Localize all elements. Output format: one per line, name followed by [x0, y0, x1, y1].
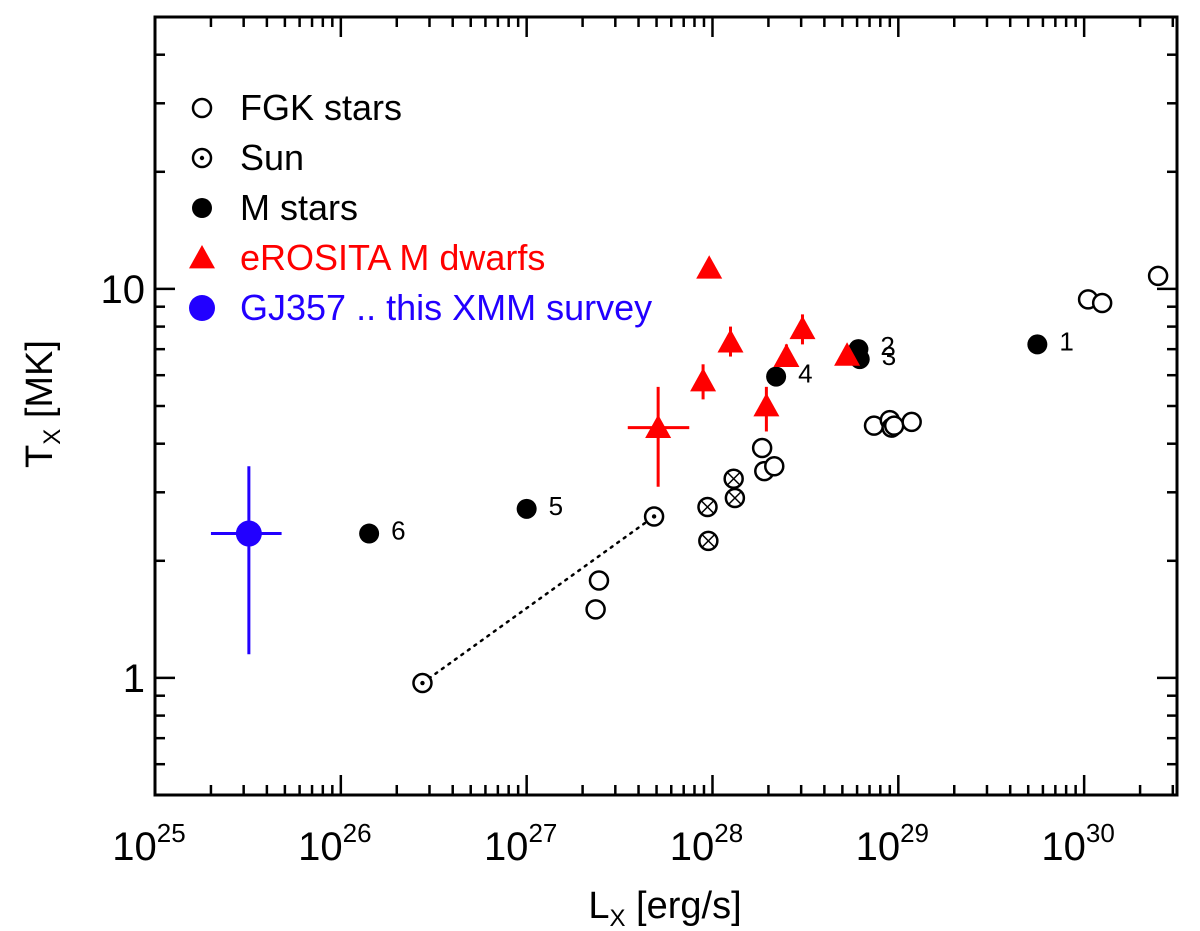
data-point: [696, 255, 723, 279]
point-label: 5: [549, 491, 563, 521]
marker-dot: [651, 514, 657, 519]
data-point: [585, 599, 606, 620]
marker-cross: [727, 472, 741, 486]
series-erosita-m-dwarfs: [627, 255, 861, 487]
sun-connector-line: [421, 515, 656, 685]
data-point: [766, 366, 787, 387]
data-point: [834, 342, 861, 366]
data-point: [588, 570, 610, 591]
legend-label: GJ357 .. this XMM survey: [240, 287, 652, 328]
marker-cross: [728, 491, 742, 505]
data-point: [643, 506, 665, 527]
series-gj357-this-xmm-survey: [210, 466, 282, 655]
x-tick-label: 1027: [484, 818, 557, 869]
point-label: 3: [882, 341, 896, 371]
data-point: [883, 415, 905, 436]
x-tick-label: 1030: [1041, 818, 1114, 869]
data-point: [753, 393, 780, 417]
data-point: [764, 456, 785, 477]
data-point: [645, 414, 672, 438]
legend-marker: [192, 198, 212, 218]
marker-dot: [420, 680, 425, 686]
data-layer: 6 5 4 32 1: [210, 255, 1169, 694]
data-point: [724, 487, 746, 509]
y-axis-label: TX [MK]: [19, 340, 66, 468]
legend-item: M stars: [192, 187, 358, 228]
legend: FGK stars Sun M stars eROSITA M dwarfs GJ357…: [189, 87, 652, 328]
legend-marker: [189, 245, 215, 269]
data-point: [751, 437, 773, 459]
legend-label: eROSITA M dwarfs: [240, 237, 545, 278]
legend-label: M stars: [240, 187, 358, 228]
point-label: 2: [880, 331, 894, 361]
x-tick-label: 1028: [670, 818, 743, 869]
data-point: [773, 343, 800, 367]
legend-marker: [191, 147, 213, 169]
plot-frame: [153, 15, 1179, 797]
point-label: 6: [391, 516, 405, 546]
data-point: [717, 329, 744, 353]
data-point: [789, 315, 816, 340]
marker-cross: [700, 500, 715, 514]
marker-cross: [701, 534, 715, 548]
y-axis: 1 10: [101, 15, 1177, 797]
point-label: 1: [1059, 326, 1073, 356]
legend-label: Sun: [240, 137, 304, 178]
point-label: 4: [798, 359, 812, 389]
data-point: [697, 496, 718, 518]
data-point: [235, 520, 262, 547]
data-point: [359, 523, 380, 544]
y-tick-label: 10: [101, 268, 146, 312]
series-m-stars: 6 5 4 32 1: [359, 326, 1074, 546]
marker-dot: [199, 155, 205, 161]
legend-item: eROSITA M dwarfs: [189, 237, 545, 278]
legend-marker: [189, 295, 215, 321]
y-tick-label: 1: [123, 657, 145, 701]
data-point: [1091, 292, 1113, 314]
x-axis: 1025 1026 1027 1028 1029 1030: [112, 17, 1175, 869]
legend-item: FGK stars: [191, 87, 402, 128]
plot-border: [153, 15, 1179, 797]
series-fgk-stars: [585, 265, 1169, 620]
legend-item: Sun: [191, 137, 304, 178]
x-axis-label: LX [erg/s]: [588, 885, 741, 931]
legend-marker: [191, 97, 213, 119]
data-point: [1027, 334, 1048, 355]
x-tick-label: 1029: [856, 818, 929, 869]
data-point: [516, 498, 537, 519]
x-tick-label: 1025: [112, 818, 185, 869]
data-point: [690, 367, 717, 392]
data-point: [698, 530, 719, 552]
data-point: [1147, 265, 1169, 287]
data-point: [901, 411, 922, 433]
legend-item: GJ357 .. this XMM survey: [189, 287, 652, 328]
x-tick-label: 1026: [298, 818, 371, 869]
data-point: [412, 672, 433, 694]
data-point: [723, 468, 744, 490]
legend-label: FGK stars: [240, 87, 402, 128]
series-fgk-stars-crossed-: [697, 468, 746, 552]
series-sun: [412, 506, 665, 694]
